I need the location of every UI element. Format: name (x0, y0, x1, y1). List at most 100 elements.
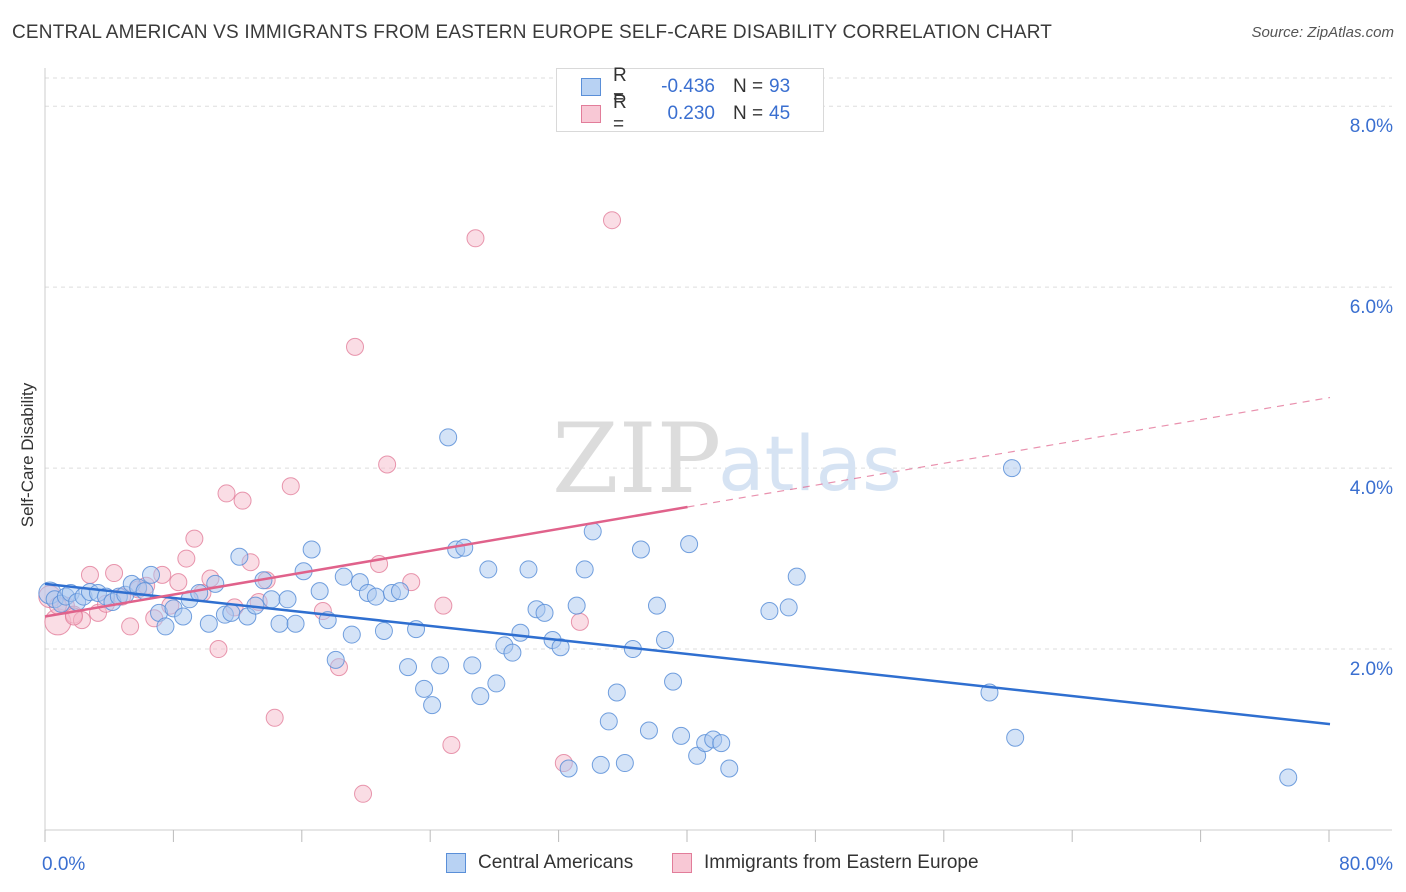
blue-point (455, 538, 474, 557)
chart-title: CENTRAL AMERICAN VS IMMIGRANTS FROM EAST… (12, 22, 1053, 43)
legend-row-blue: R = -0.436 N = 93 (581, 65, 791, 108)
blue-point (688, 746, 707, 765)
blue-point (199, 614, 218, 633)
pink-point (185, 529, 204, 548)
watermark-zip: ZIP (552, 403, 721, 515)
y-tick-label: 4.0% (1350, 478, 1393, 499)
legend-r-value: -0.436 (661, 76, 715, 97)
blue-point (423, 696, 442, 715)
trendline-eastern-europe-dashed (687, 396, 1331, 508)
blue-point (583, 522, 602, 541)
blue-point (142, 565, 161, 584)
blue-point (567, 596, 586, 615)
blue-point (310, 582, 329, 601)
legend-n-label: N = (733, 103, 764, 124)
blue-point (399, 658, 418, 677)
blue-point (390, 582, 409, 601)
pink-point (281, 477, 300, 496)
y-axis-title: Self-Care Disability (18, 382, 37, 527)
x-tick-label: 0.0% (42, 854, 85, 875)
pink-point (169, 573, 188, 592)
pink-point (442, 735, 461, 754)
legend-n-value: 93 (769, 76, 791, 97)
pink-point (378, 455, 397, 474)
source-label: Source: ZipAtlas.com (1251, 24, 1394, 41)
legend-swatch-blue (446, 853, 466, 873)
blue-point (431, 656, 450, 675)
pink-point (177, 549, 196, 568)
blue-point (607, 683, 626, 702)
blue-point (278, 590, 297, 609)
blue-point (366, 587, 385, 606)
legend-r-value: 0.230 (667, 103, 715, 124)
blue-point (374, 621, 393, 640)
blue-point (1006, 728, 1025, 747)
x-tick-label: 80.0% (1339, 854, 1393, 875)
blue-point (680, 535, 699, 554)
legend-label-central-americans: Central Americans (478, 852, 634, 873)
blue-point (631, 540, 650, 559)
blue-point (334, 567, 353, 586)
blue-point (174, 607, 193, 626)
legend-swatch-pink (672, 853, 692, 873)
blue-point (760, 602, 779, 621)
blue-point (230, 547, 249, 566)
blue-point (639, 721, 658, 740)
legend-swatch-blue (581, 78, 601, 96)
blue-point (270, 614, 289, 633)
blue-point (559, 759, 578, 778)
blue-point (222, 603, 241, 622)
y-tick-label: 6.0% (1350, 297, 1393, 318)
pink-point (354, 784, 373, 803)
blue-point (615, 754, 634, 773)
blue-point (302, 540, 321, 559)
legend-label-eastern-europe: Immigrants from Eastern Europe (704, 852, 979, 873)
y-tick-label: 8.0% (1350, 116, 1393, 137)
blue-point (672, 726, 691, 745)
blue-point (779, 598, 798, 617)
legend-n-value: 45 (769, 103, 791, 124)
blue-point (262, 590, 281, 609)
blue-point (551, 638, 570, 657)
blue-point (575, 560, 594, 579)
blue-point (286, 614, 305, 633)
blue-point (206, 574, 225, 593)
legend-n-label: N = (733, 76, 764, 97)
blue-point (342, 625, 361, 644)
pink-point (346, 337, 365, 356)
blue-point (463, 656, 482, 675)
pink-point (121, 617, 140, 636)
pink-point (233, 491, 252, 510)
watermark-atlas: atlas (718, 419, 902, 508)
trendline-eastern-europe (44, 505, 688, 618)
blue-point (720, 759, 739, 778)
legend-item-eastern-europe: Immigrants from Eastern Europe (672, 852, 979, 874)
blue-point (519, 560, 538, 579)
watermark: ZIP atlas (552, 403, 902, 515)
legend-item-central-americans: Central Americans (446, 852, 633, 874)
pink-point (570, 612, 589, 631)
stats-legend: R = -0.436 N = 93 R = 0.230 N = 45 (556, 65, 824, 135)
blue-point (535, 603, 554, 622)
blue-point (712, 734, 731, 753)
pink-point (80, 565, 99, 584)
pink-point (265, 708, 284, 727)
blue-point (479, 560, 498, 579)
legend-r-label: R = (613, 92, 627, 135)
series-legend: Central Americans Immigrants from Easter… (0, 852, 1406, 878)
pink-point (434, 596, 453, 615)
trendline-central-americans (44, 582, 1331, 726)
blue-point (156, 617, 175, 636)
blue-point (647, 596, 666, 615)
pink-point (603, 211, 622, 230)
blue-point (439, 428, 458, 447)
blue-point (487, 674, 506, 693)
blue-point (656, 631, 675, 649)
blue-point (471, 687, 490, 706)
pink-point (466, 229, 485, 248)
blue-point (135, 582, 154, 601)
blue-point (664, 672, 683, 691)
legend-r-label: R = (613, 65, 627, 108)
blue-point (326, 650, 345, 669)
